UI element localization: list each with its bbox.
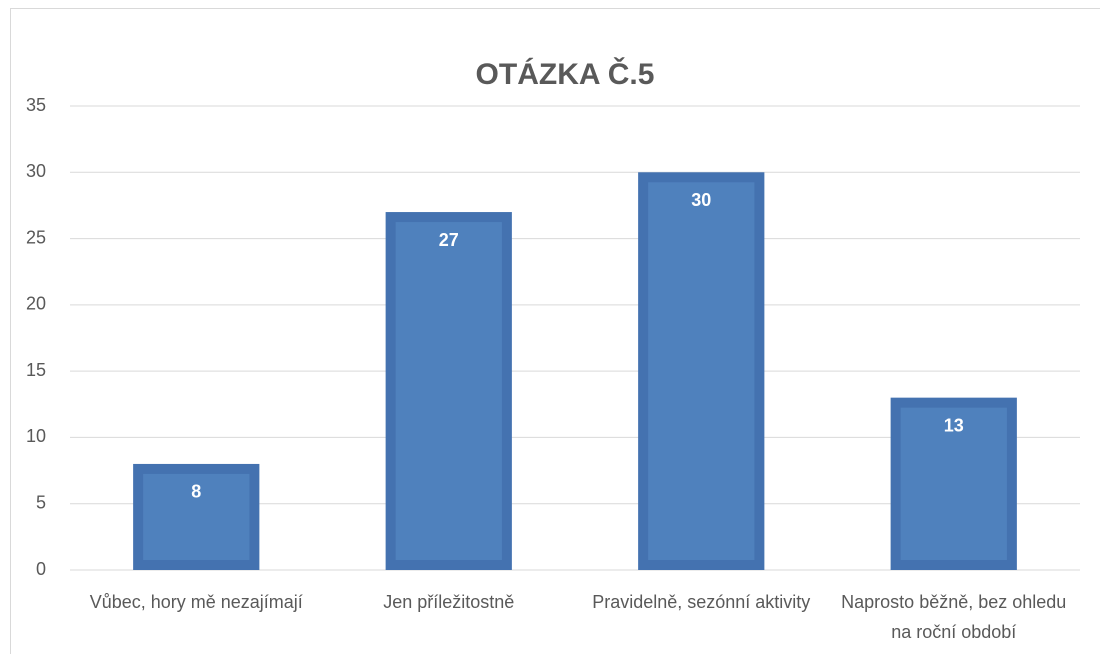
bar bbox=[385, 212, 512, 571]
x-tick-label: Jen příležitostně bbox=[383, 592, 515, 612]
bar bbox=[890, 397, 1017, 570]
y-tick-label: 35 bbox=[26, 95, 46, 115]
chart-title: OTÁZKA Č.5 bbox=[476, 57, 655, 91]
bar bbox=[638, 172, 765, 571]
y-tick-label: 25 bbox=[26, 227, 46, 247]
data-label: 30 bbox=[691, 190, 711, 210]
data-label: 27 bbox=[439, 230, 459, 250]
y-tick-label: 30 bbox=[26, 161, 46, 181]
y-tick-label: 10 bbox=[26, 426, 46, 446]
x-tick-label: Vůbec, hory mě nezajímají bbox=[89, 592, 303, 612]
y-tick-label: 0 bbox=[36, 559, 46, 579]
y-tick-label: 15 bbox=[26, 360, 46, 380]
chart-border bbox=[10, 8, 1100, 654]
y-tick-label: 5 bbox=[36, 492, 46, 512]
y-tick-label: 20 bbox=[26, 294, 46, 314]
data-label: 8 bbox=[191, 482, 201, 502]
bar bbox=[133, 463, 260, 571]
x-tick-label: Pravidelně, sezónní aktivity bbox=[592, 592, 811, 612]
x-tick-label: Naprosto běžně, bez ohledu na roční obdo… bbox=[841, 592, 1067, 642]
data-label: 13 bbox=[944, 415, 964, 435]
